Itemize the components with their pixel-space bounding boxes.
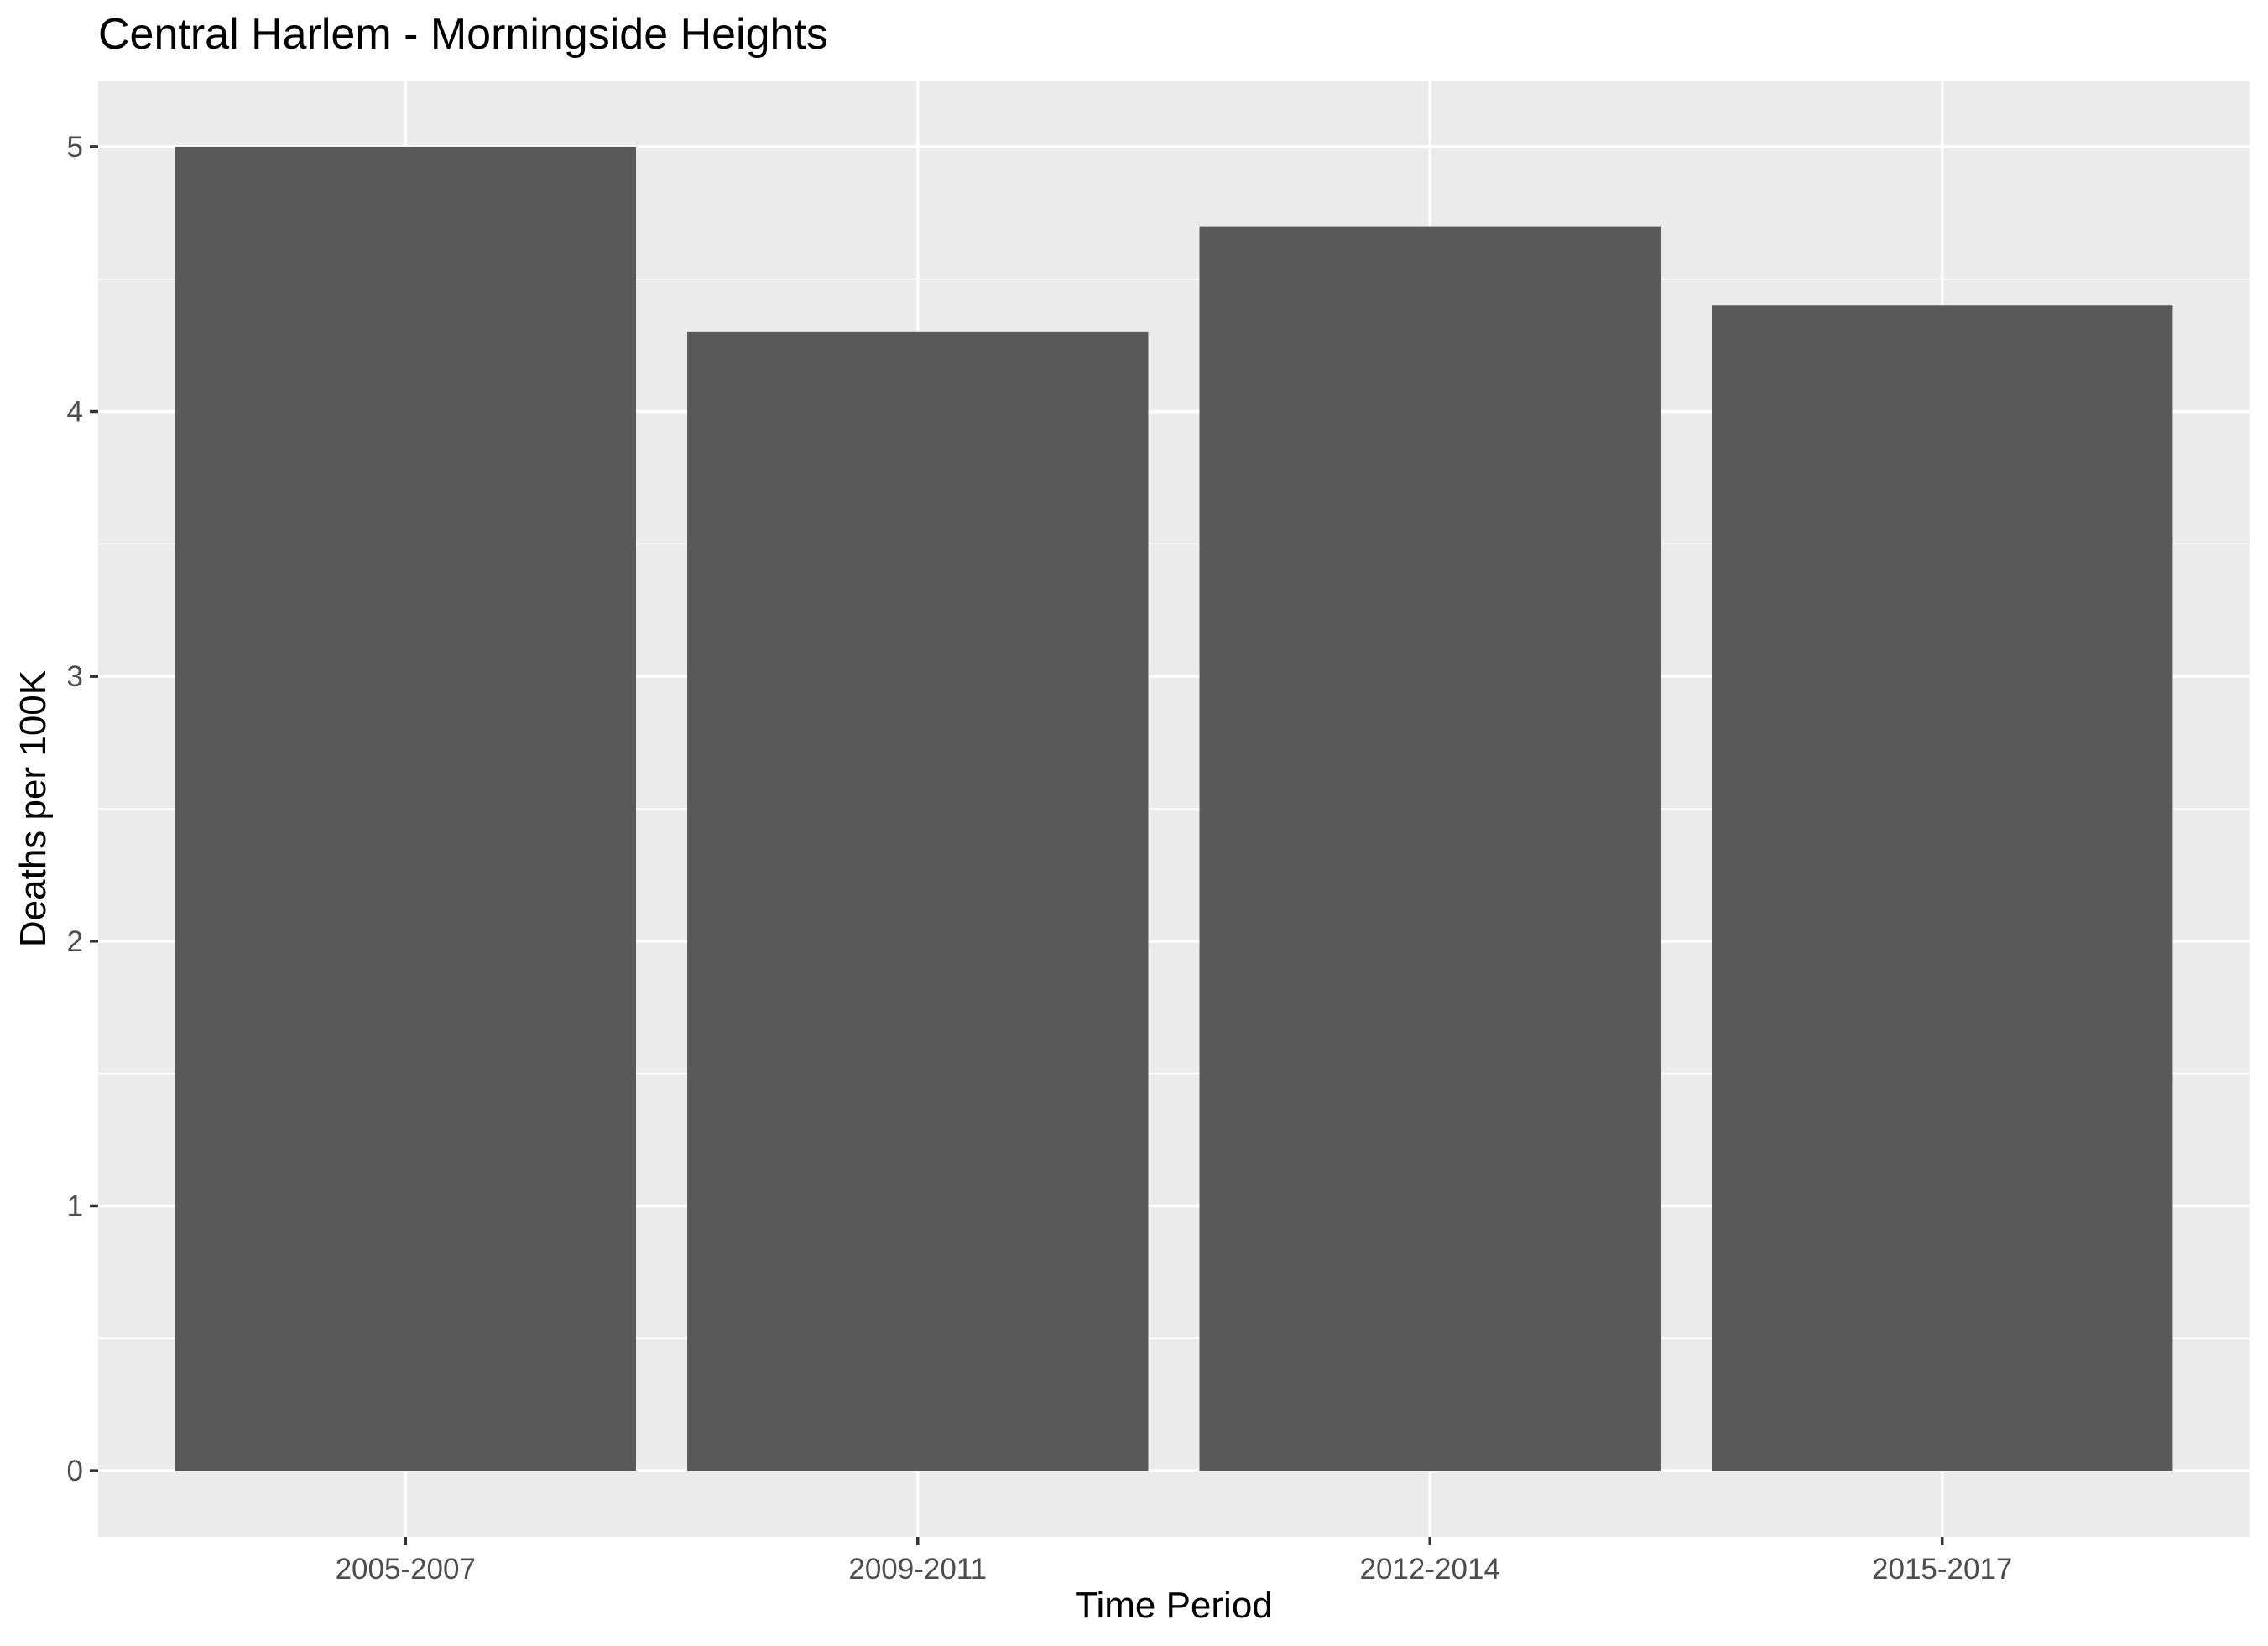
y-axis: 0 1 2 3 4 5 bbox=[67, 131, 98, 1487]
y-tick-label: 4 bbox=[67, 396, 83, 429]
x-axis: 2005-2007 2009-2011 2012-2014 2015-2017 bbox=[336, 1537, 2012, 1586]
bar-2009-2011 bbox=[687, 331, 1149, 1472]
y-axis-title: Deaths per 100K bbox=[13, 670, 54, 947]
bars bbox=[175, 146, 2173, 1472]
bar-2012-2014 bbox=[1199, 226, 1661, 1472]
bar-2005-2007 bbox=[175, 146, 637, 1472]
x-tick-label: 2015-2017 bbox=[1872, 1553, 2012, 1586]
x-tick-label: 2012-2014 bbox=[1360, 1553, 1500, 1586]
bar-2015-2017 bbox=[1712, 305, 2173, 1472]
y-tick-label: 1 bbox=[67, 1190, 83, 1222]
y-tick-label: 3 bbox=[67, 660, 83, 693]
x-tick-label: 2005-2007 bbox=[336, 1553, 476, 1586]
y-tick-label: 2 bbox=[67, 925, 83, 958]
y-tick-label: 0 bbox=[67, 1455, 83, 1487]
x-axis-title: Time Period bbox=[1075, 1585, 1273, 1626]
chart-title: Central Harlem - Morningside Heights bbox=[98, 10, 828, 59]
y-tick-label: 5 bbox=[67, 131, 83, 164]
x-tick-label: 2009-2011 bbox=[848, 1553, 987, 1586]
